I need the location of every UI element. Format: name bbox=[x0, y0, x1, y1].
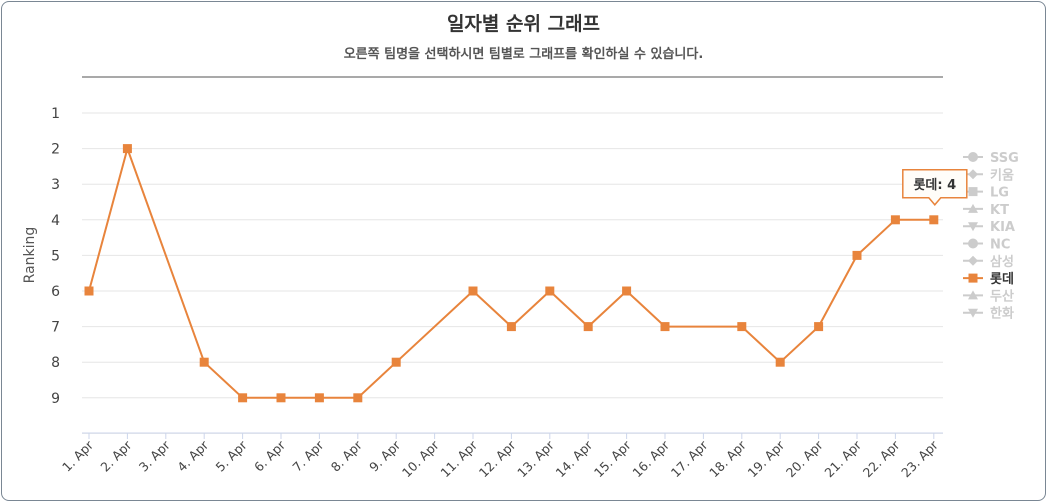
y-axis-ticks: 1 2 3 4 5 6 7 8 9 bbox=[51, 106, 60, 407]
data-point[interactable] bbox=[737, 322, 747, 332]
x-tick-label: 20. Apr bbox=[783, 437, 826, 480]
tooltip-text: 롯데: 4 bbox=[913, 178, 956, 193]
legend-label: KT bbox=[990, 203, 1009, 218]
data-point[interactable] bbox=[545, 286, 555, 296]
legend-item[interactable]: 키움 bbox=[963, 167, 1014, 183]
legend-label: 한화 bbox=[990, 306, 1014, 322]
legend-label: LG bbox=[990, 186, 1009, 201]
legend-marker-diamond bbox=[968, 255, 978, 266]
legend-item[interactable]: SSG bbox=[963, 151, 1019, 166]
legend-marker-triangle-down bbox=[968, 308, 978, 318]
x-tick-label: 7. Apr bbox=[289, 437, 327, 475]
chart-title: 일자별 순위 그래프 bbox=[446, 13, 601, 35]
legend-marker-circle bbox=[968, 152, 978, 162]
y-tick-label: 4 bbox=[51, 213, 60, 229]
legend-item[interactable]: KIA bbox=[963, 220, 1015, 235]
data-point[interactable] bbox=[122, 144, 132, 154]
legend-label: SSG bbox=[990, 151, 1019, 166]
chart-subtitle: 오른쪽 팀명을 선택하시면 팀별로 그래프를 확인하실 수 있습니다. bbox=[343, 47, 704, 62]
legend-marker-square bbox=[968, 273, 978, 283]
legend-item[interactable]: 삼성 bbox=[963, 254, 1014, 270]
x-tick-label: 21. Apr bbox=[821, 437, 864, 480]
x-tick-label: 1. Apr bbox=[59, 437, 97, 475]
data-point[interactable] bbox=[929, 215, 939, 225]
data-point[interactable] bbox=[814, 322, 824, 332]
data-point[interactable] bbox=[238, 393, 248, 403]
data-point[interactable] bbox=[199, 357, 209, 367]
data-point[interactable] bbox=[314, 393, 324, 403]
x-tick-label: 6. Apr bbox=[251, 437, 289, 475]
data-point[interactable] bbox=[276, 393, 286, 403]
series-line bbox=[88, 147, 934, 399]
x-tick-label: 10. Apr bbox=[399, 437, 442, 480]
legend-label: 두산 bbox=[990, 288, 1014, 304]
legend-label: 키움 bbox=[990, 167, 1014, 183]
data-point[interactable] bbox=[84, 286, 94, 296]
legend-item[interactable]: 한화 bbox=[963, 306, 1014, 322]
data-point[interactable] bbox=[506, 322, 516, 332]
x-tick-label: 2. Apr bbox=[97, 437, 135, 475]
x-tick-label: 16. Apr bbox=[629, 437, 672, 480]
y-tick-label: 7 bbox=[51, 320, 60, 336]
x-tick-label: 17. Apr bbox=[668, 437, 711, 480]
x-tick-label: 3. Apr bbox=[136, 437, 174, 475]
legend-item[interactable]: KT bbox=[963, 203, 1009, 218]
legend-label: KIA bbox=[990, 220, 1015, 235]
x-tick-label: 8. Apr bbox=[328, 437, 366, 475]
y-tick-label: 6 bbox=[51, 284, 60, 300]
y-tick-label: 2 bbox=[51, 142, 60, 158]
data-point[interactable] bbox=[468, 286, 478, 296]
legend-marker-triangle bbox=[968, 290, 978, 300]
legend-item[interactable]: 두산 bbox=[963, 288, 1014, 304]
data-point[interactable] bbox=[353, 393, 363, 403]
y-tick-label: 8 bbox=[51, 355, 60, 371]
y-tick-label: 5 bbox=[51, 248, 60, 264]
grid-lines bbox=[82, 112, 943, 434]
legend-marker-diamond bbox=[968, 169, 978, 180]
x-tick-label: 11. Apr bbox=[437, 437, 480, 480]
legend-marker-triangle bbox=[968, 203, 978, 213]
x-axis-ticks: 1. Apr 2. Apr 3. Apr 4. Apr 5. Apr 6. Apr 7. A… bbox=[59, 433, 942, 480]
data-point[interactable] bbox=[852, 250, 862, 260]
legend-item[interactable]: NC bbox=[963, 238, 1010, 253]
x-tick-label: 22. Apr bbox=[860, 437, 903, 480]
legend-label: 삼성 bbox=[990, 254, 1014, 270]
x-tick-label: 12. Apr bbox=[476, 437, 519, 480]
legend-label: 롯데 bbox=[990, 272, 1014, 287]
data-point[interactable] bbox=[775, 357, 785, 367]
x-tick-label: 15. Apr bbox=[591, 437, 634, 480]
data-point[interactable] bbox=[583, 322, 593, 332]
series-lotte bbox=[84, 144, 939, 403]
x-tick-label: 18. Apr bbox=[706, 437, 749, 480]
x-tick-label: 13. Apr bbox=[514, 437, 557, 480]
legend-item[interactable]: LG bbox=[963, 186, 1009, 201]
y-tick-label: 3 bbox=[51, 177, 60, 193]
legend-item[interactable]: 롯데 bbox=[963, 272, 1014, 287]
x-tick-label: 5. Apr bbox=[213, 437, 251, 475]
data-point[interactable] bbox=[391, 357, 401, 367]
data-point[interactable] bbox=[890, 215, 900, 225]
y-tick-label: 1 bbox=[51, 106, 60, 122]
tooltip-box bbox=[902, 169, 968, 206]
legend-marker-triangle-down bbox=[968, 222, 978, 232]
y-axis-label: Ranking bbox=[22, 227, 38, 284]
legend-label: NC bbox=[990, 238, 1010, 253]
x-tick-label: 19. Apr bbox=[745, 437, 788, 480]
legend-marker-square bbox=[968, 187, 978, 197]
x-tick-label: 23. Apr bbox=[898, 437, 941, 480]
data-point[interactable] bbox=[660, 322, 670, 332]
legend-marker-circle bbox=[968, 238, 978, 249]
x-tick-label: 4. Apr bbox=[174, 437, 212, 475]
y-tick-label: 9 bbox=[51, 391, 60, 407]
x-tick-label: 14. Apr bbox=[553, 437, 596, 480]
data-point[interactable] bbox=[622, 286, 632, 296]
tooltip: 롯데: 4 bbox=[902, 169, 968, 206]
